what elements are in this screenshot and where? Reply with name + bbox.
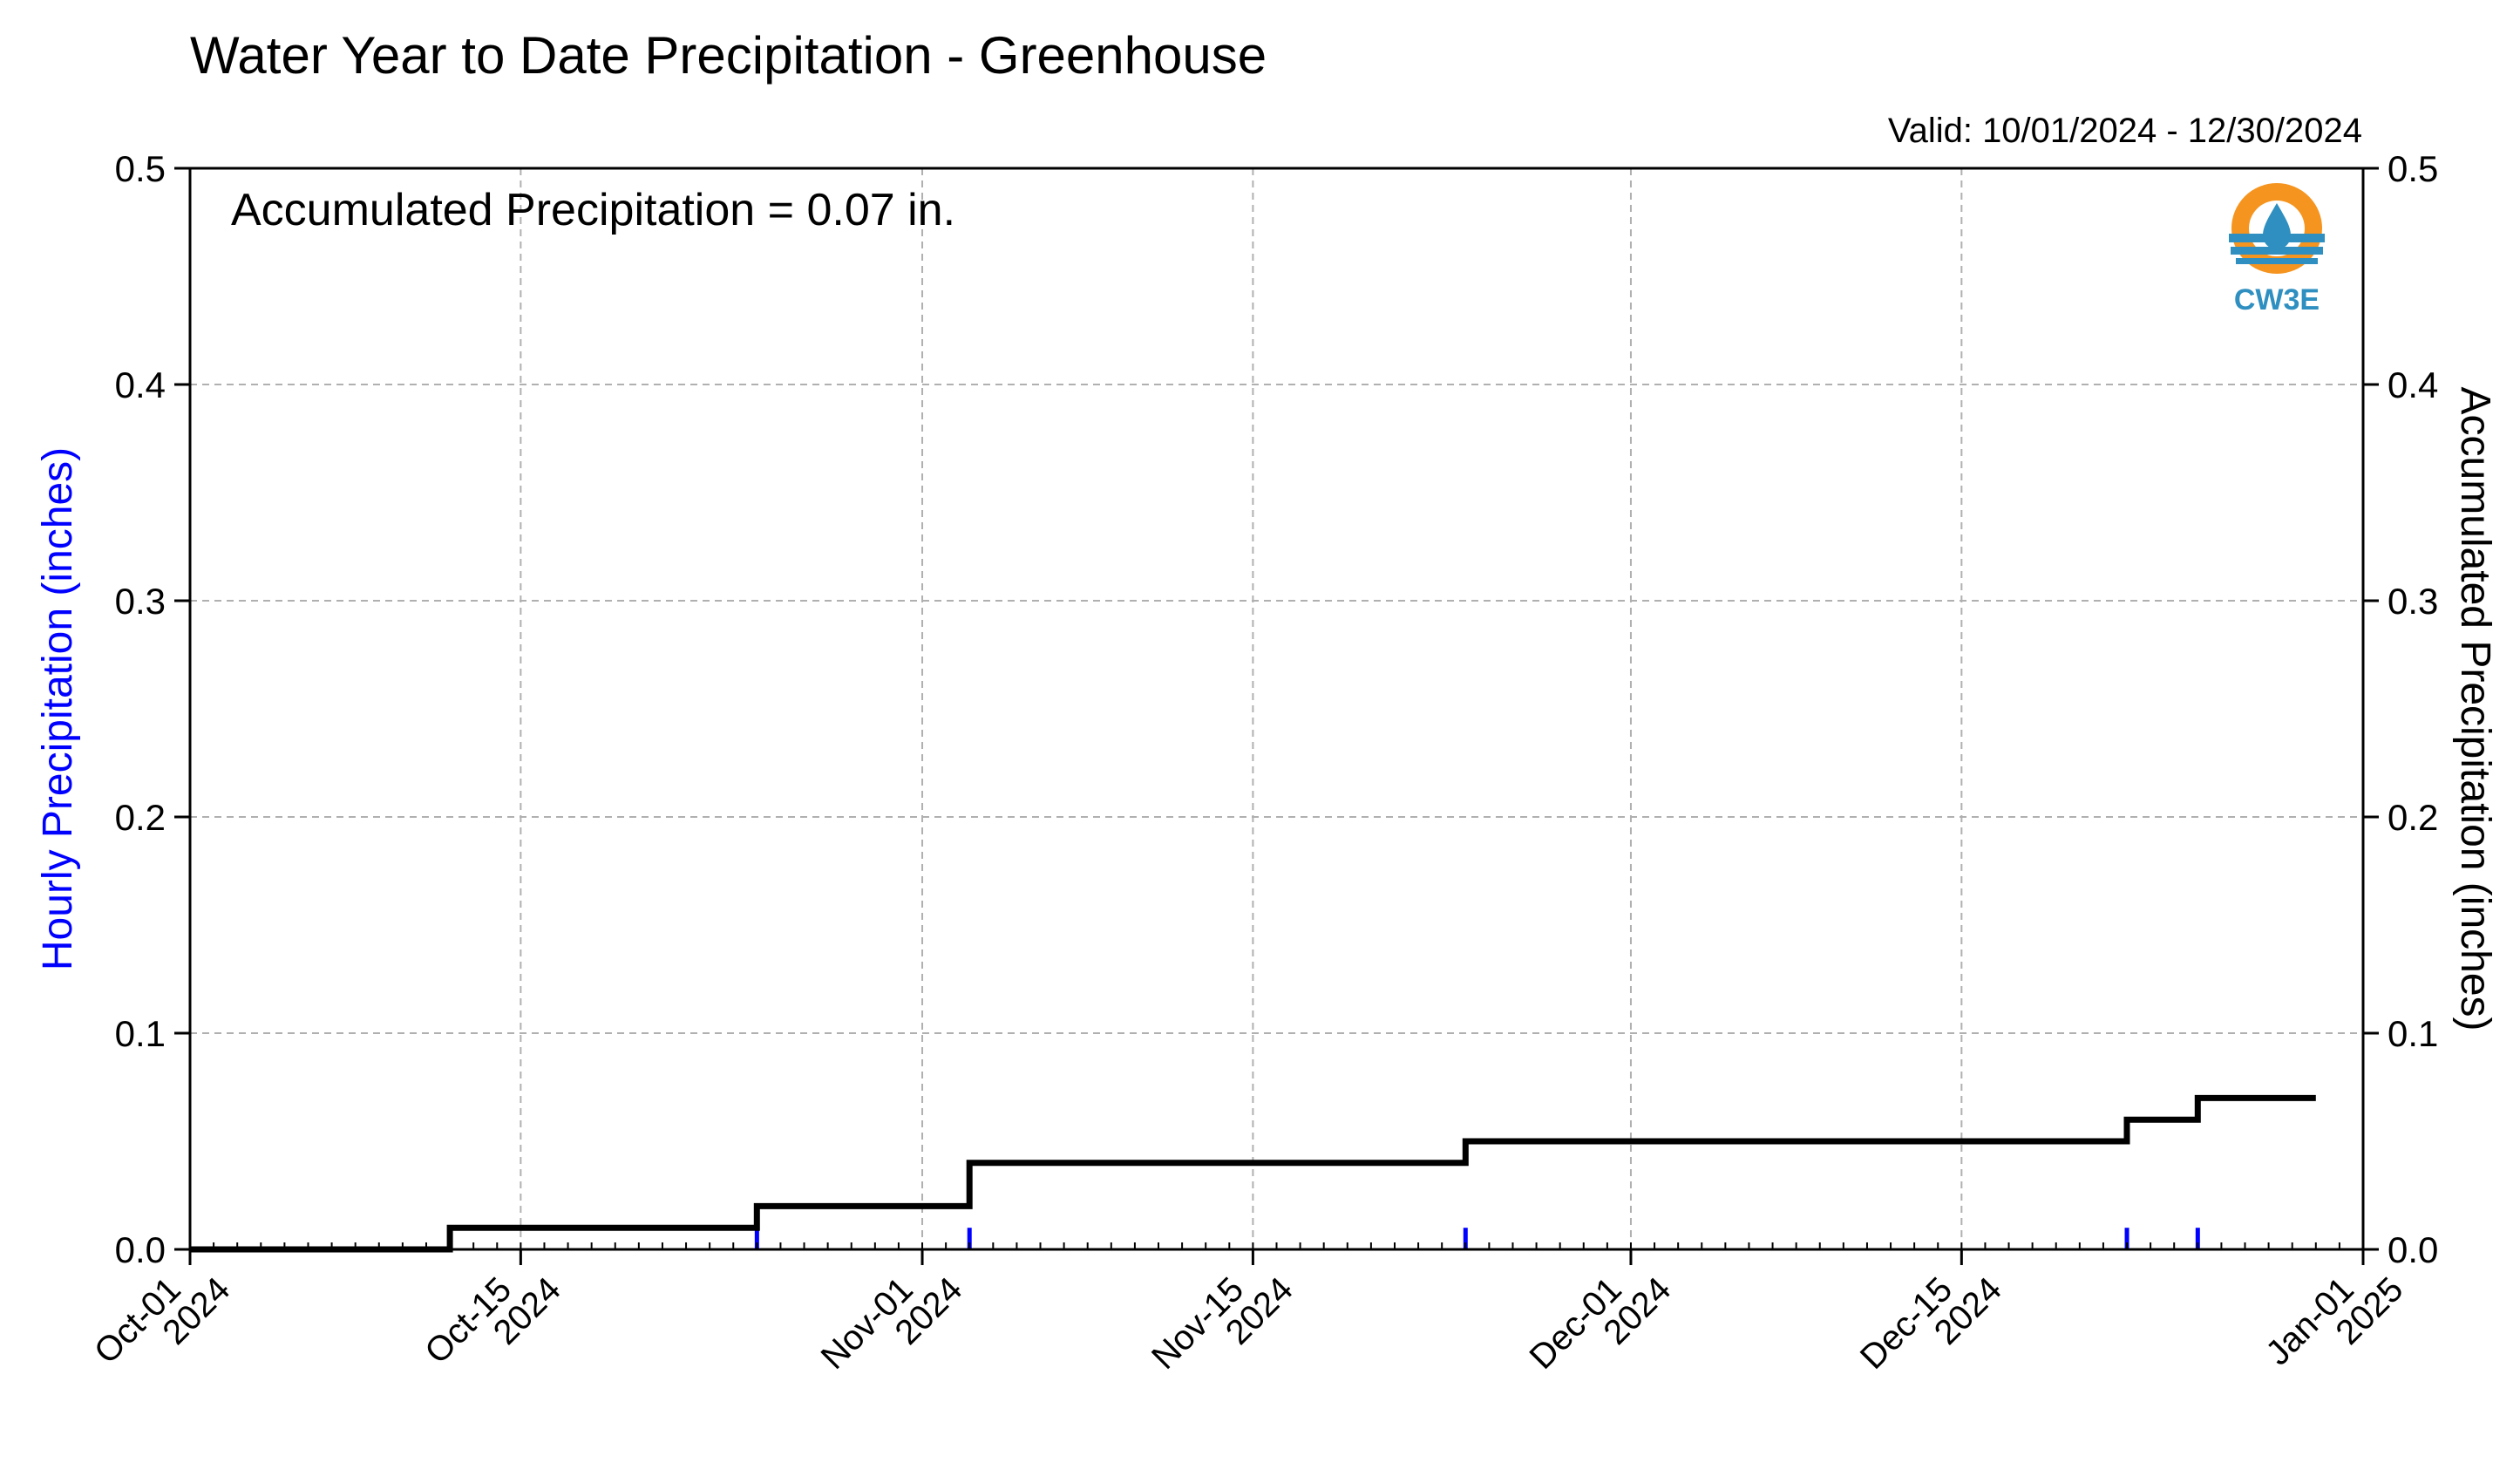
right-axis-label: Accumulated Precipitation (inches) <box>2452 386 2498 1031</box>
logo-wave-band-3 <box>2236 258 2318 264</box>
accumulated-precip-line <box>190 1094 2316 1253</box>
logo-wave-band-1 <box>2229 234 2325 242</box>
y-tick-label-left: 0.5 <box>115 148 166 189</box>
accumulated-step-line <box>190 1094 2316 1253</box>
y-tick-label-right: 0.2 <box>2388 797 2438 838</box>
y-tick-label-left: 0.4 <box>115 364 166 405</box>
y-tick-label-right: 0.0 <box>2388 1229 2438 1270</box>
accumulated-annotation: Accumulated Precipitation = 0.07 in. <box>231 185 955 235</box>
cw3e-logo: CW3E <box>2229 183 2325 316</box>
y-tick-label-left: 0.1 <box>115 1013 166 1054</box>
chart-title: Water Year to Date Precipitation - Green… <box>190 26 1267 85</box>
grid-lines <box>190 168 2363 1249</box>
y-tick-label-left: 0.3 <box>115 581 166 622</box>
y-tick-label-left: 0.0 <box>115 1229 166 1270</box>
y-tick-label-right: 0.1 <box>2388 1013 2438 1054</box>
logo-wave-band-2 <box>2231 247 2323 255</box>
valid-date-range: Valid: 10/01/2024 - 12/30/2024 <box>1888 112 2362 150</box>
y-tick-label-left: 0.2 <box>115 797 166 838</box>
y-tick-label-right: 0.4 <box>2388 364 2438 405</box>
logo-text: CW3E <box>2234 283 2320 316</box>
y-tick-label-right: 0.3 <box>2388 581 2438 622</box>
left-axis-label: Hourly Precipitation (inches) <box>35 447 81 970</box>
y-tick-label-right: 0.5 <box>2388 148 2438 189</box>
